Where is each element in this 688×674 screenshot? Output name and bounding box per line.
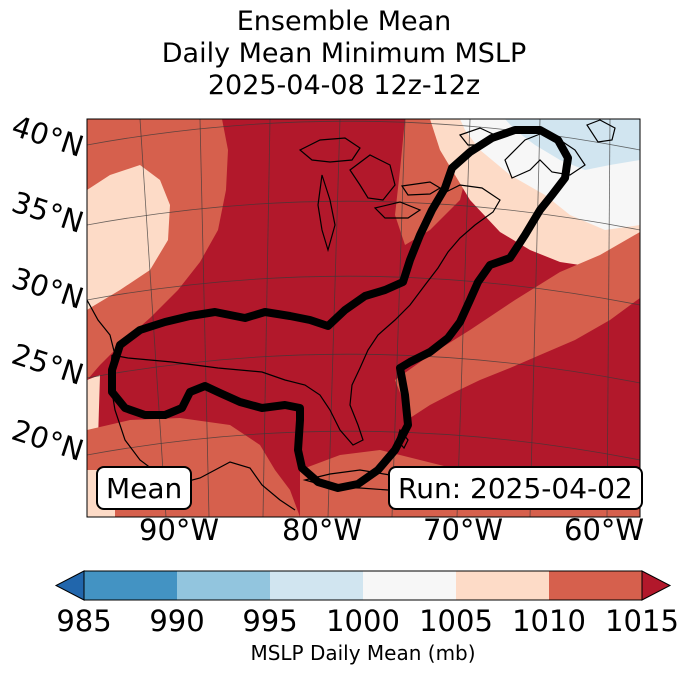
colorbar-bin-995-1000: [270, 571, 363, 600]
coastlines: [87, 119, 616, 511]
lon-label-80w: 80°W: [282, 513, 363, 547]
colorbar: [54, 570, 672, 601]
title-line-1: Ensemble Mean: [236, 6, 452, 37]
colorbar-frame: [83, 570, 643, 601]
colorbar-bin-1005-1010: [456, 571, 549, 600]
colorbar-extend-high: [641, 570, 672, 601]
title-line-3: 2025-04-08 12z-12z: [207, 70, 481, 101]
colorbar-tick-995: 995: [242, 604, 298, 638]
field-1010-1015-east: [395, 232, 640, 418]
title-line-2: Daily Mean Minimum MSLP: [161, 38, 527, 69]
colorbar-bin-1010-1015: [549, 571, 642, 600]
colorbar-bin-1000-1005: [363, 571, 456, 600]
colorbar-tick-1010: 1010: [512, 604, 586, 638]
colorbar-tick-1000: 1000: [326, 604, 400, 638]
lon-label-60w: 60°W: [564, 513, 645, 547]
run-date-badge: Run: 2025-04-02: [388, 466, 643, 510]
map-frame: [86, 118, 641, 518]
colorbar-tick-990: 990: [149, 604, 205, 638]
mean-badge: Mean: [96, 466, 193, 510]
colorbar-extend-low: [54, 570, 85, 601]
colorbar-tick-985: 985: [56, 604, 112, 638]
colorbar-bin-990-995: [177, 571, 270, 600]
colorbar-tick-1015: 1015: [605, 604, 679, 638]
colorbar-tick-1005: 1005: [419, 604, 493, 638]
contour-outline: [108, 126, 572, 492]
field-1005-1010-west: [87, 165, 170, 310]
lon-label-70w: 70°W: [423, 513, 504, 547]
colorbar-bin-985-990: [84, 571, 177, 600]
lon-label-90w: 90°W: [139, 513, 220, 547]
colorbar-title: MSLP Daily Mean (mb): [250, 641, 476, 665]
